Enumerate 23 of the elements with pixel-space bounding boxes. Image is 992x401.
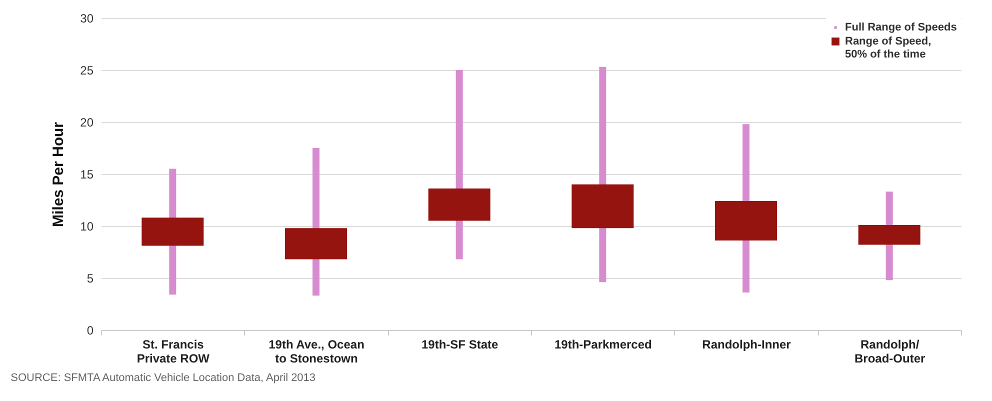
x-tick-label: 19th Ave., Ocean to Stonestown — [268, 338, 364, 366]
legend-label: Full Range of Speeds — [845, 22, 957, 34]
y-tick-label: 30 — [80, 12, 94, 26]
x-tick-label: Randolph/ Broad-Outer — [854, 338, 926, 366]
bar — [142, 218, 204, 246]
x-tick-label: 19th-SF State — [421, 338, 498, 352]
y-tick-label: 15 — [80, 168, 94, 182]
y-tick-label: 10 — [80, 220, 94, 234]
bar — [858, 224, 920, 245]
bar — [715, 201, 777, 241]
y-tick-label: 5 — [86, 272, 94, 286]
x-tick-label: 19th-Parkmerced — [554, 338, 652, 352]
bar — [285, 228, 347, 260]
y-tick-label: 20 — [80, 116, 94, 130]
y-axis-title: Miles Per Hour — [50, 122, 68, 228]
y-tick-label: 25 — [80, 64, 94, 78]
y-tick-label: 0 — [86, 324, 94, 338]
legend-label: Range of Speed, 50% of the time — [845, 36, 932, 60]
source-note: SOURCE: SFMTA Automatic Vehicle Location Data, April 2013 — [10, 372, 316, 384]
x-tick-label: Randolph-Inner — [702, 338, 792, 352]
bar — [572, 184, 634, 228]
bar — [428, 188, 490, 221]
x-tick-label: St. Francis Private ROW — [136, 338, 210, 366]
